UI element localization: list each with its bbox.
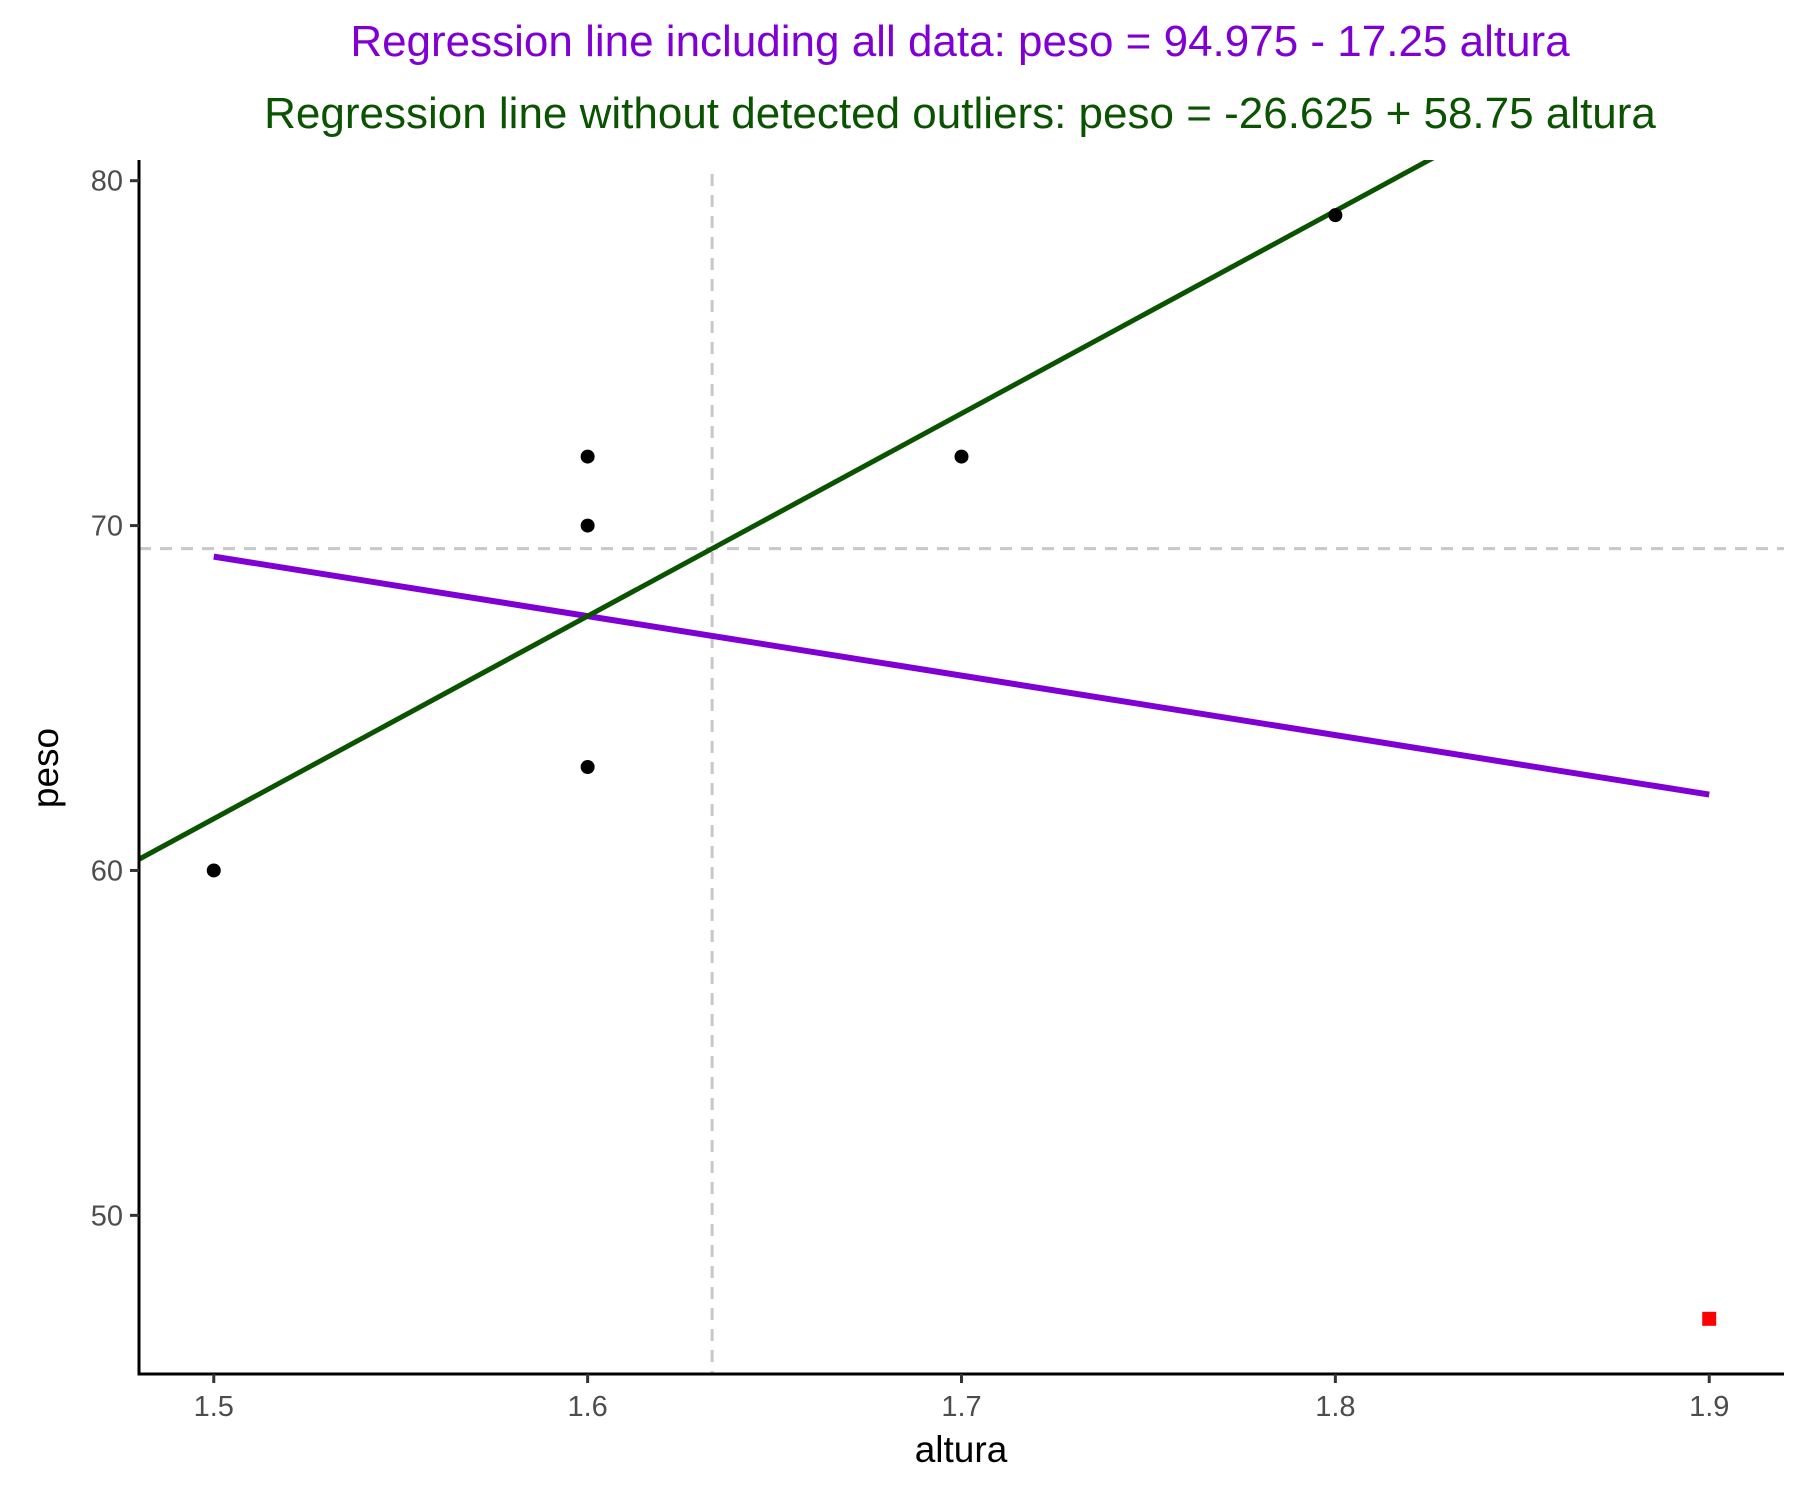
- chart-title-line-1: Regression line including all data: peso…: [350, 17, 1570, 66]
- chart-title-line-2: Regression line without detected outlier…: [264, 89, 1656, 138]
- outlier-point: [1702, 1311, 1717, 1326]
- x-tick-label: 1.8: [1315, 1391, 1355, 1423]
- data-point: [1328, 208, 1343, 223]
- data-point: [954, 449, 969, 464]
- regression-line-all-data: [213, 553, 1710, 798]
- data-point: [206, 863, 221, 878]
- y-tick-label: 80: [91, 166, 123, 198]
- y-tick-label: 50: [91, 1200, 123, 1232]
- x-tick-label: 1.5: [194, 1391, 234, 1423]
- x-tick-label: 1.6: [567, 1391, 607, 1423]
- x-tick-label: 1.7: [941, 1391, 981, 1423]
- regression-lines: [139, 160, 1710, 862]
- y-tick-label: 60: [91, 855, 123, 887]
- y-tick-label: 70: [91, 511, 123, 543]
- data-point: [580, 449, 595, 464]
- regression-line-without-outliers: [139, 160, 1435, 862]
- axes: 1.5 1.6 1.7 1.8 1.9 50 60 70 80: [91, 160, 1784, 1423]
- y-axis-title: peso: [25, 728, 66, 808]
- data-points: [206, 208, 1717, 1326]
- data-point: [580, 518, 595, 533]
- data-point: [580, 760, 595, 774]
- reference-lines: [139, 174, 1784, 1374]
- x-axis-title: altura: [915, 1429, 1008, 1470]
- x-tick-label: 1.9: [1689, 1391, 1729, 1423]
